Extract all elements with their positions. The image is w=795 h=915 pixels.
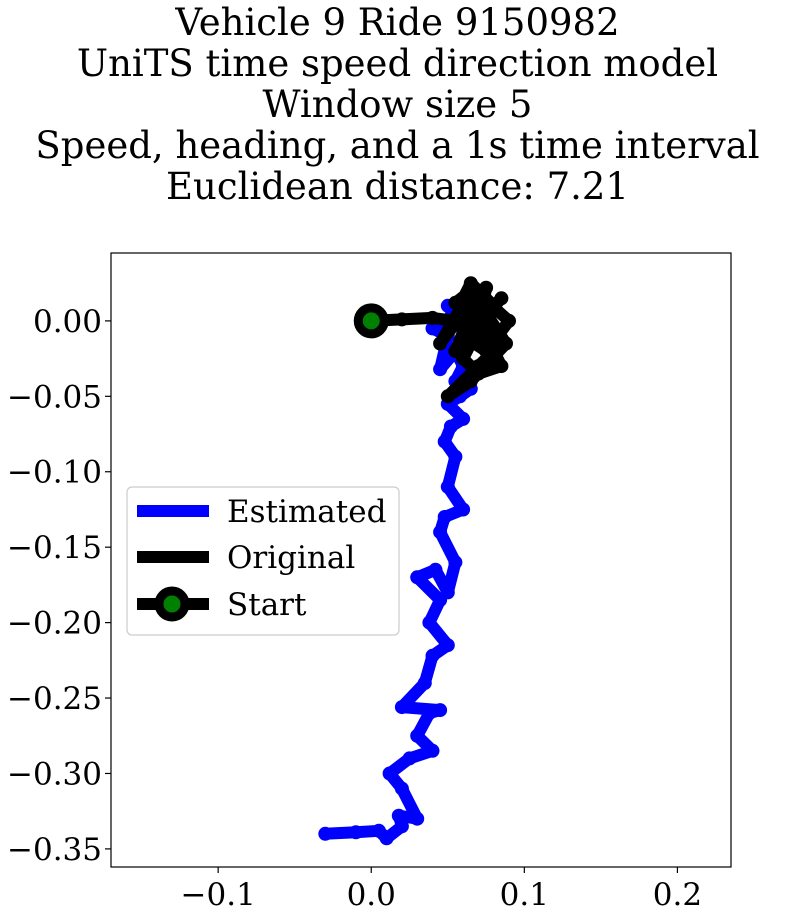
series-point-original bbox=[463, 374, 478, 389]
series-point-estimated bbox=[425, 321, 440, 336]
series-point-estimated bbox=[448, 555, 463, 570]
title-line-5: Euclidean distance: 7.21 bbox=[166, 165, 629, 208]
series-point-estimated bbox=[318, 826, 333, 841]
series-point-estimated bbox=[422, 615, 437, 630]
series-point-estimated bbox=[410, 811, 425, 826]
x-tick-label: 0.0 bbox=[347, 877, 396, 913]
series-point-estimated bbox=[394, 700, 409, 715]
title-line-1: Vehicle 9 Ride 9150982 bbox=[175, 1, 620, 44]
series-point-original bbox=[425, 310, 440, 325]
series-point-estimated bbox=[440, 585, 455, 600]
series-point-original bbox=[433, 336, 448, 351]
series-point-original bbox=[448, 295, 463, 310]
series-point-estimated bbox=[394, 781, 409, 796]
series-point-original bbox=[479, 306, 494, 321]
series-point-original bbox=[456, 306, 471, 321]
series-point-estimated bbox=[425, 648, 440, 663]
x-tick-label: 0.1 bbox=[500, 877, 549, 913]
y-tick-label: −0.25 bbox=[7, 681, 102, 717]
series-point-estimated bbox=[437, 434, 452, 449]
series-point-estimated bbox=[382, 766, 397, 781]
series-point-estimated bbox=[456, 411, 471, 426]
legend-label-estimated: Estimated bbox=[227, 494, 386, 530]
legend-label-original: Original bbox=[227, 540, 355, 576]
chart-title: Vehicle 9 Ride 9150982 UniTS time speed … bbox=[0, 2, 795, 207]
series-point-original bbox=[479, 280, 494, 295]
series-point-original bbox=[463, 283, 478, 298]
series-point-original bbox=[486, 344, 501, 359]
series-point-estimated bbox=[410, 728, 425, 743]
series-point-original bbox=[456, 329, 471, 343]
series-point-estimated bbox=[440, 638, 455, 653]
series-point-estimated bbox=[379, 831, 394, 846]
axes-frame bbox=[110, 252, 732, 868]
series-point-original bbox=[494, 359, 509, 374]
series-point-original bbox=[471, 359, 486, 374]
legend: Estimated Original Start bbox=[126, 486, 400, 636]
series-point-original bbox=[394, 312, 409, 327]
series-point-estimated bbox=[428, 562, 443, 577]
title-line-2: UniTS time speed direction model bbox=[76, 42, 719, 85]
series-point-original bbox=[468, 309, 483, 324]
series-point-original bbox=[494, 291, 509, 306]
series-point-estimated bbox=[437, 510, 452, 524]
x-tick-label: −0.1 bbox=[181, 877, 256, 913]
x-tick-label: 0.2 bbox=[653, 877, 702, 913]
y-tick-label: −0.20 bbox=[7, 606, 102, 642]
series-point-estimated bbox=[440, 479, 455, 494]
y-tick-label: −0.10 bbox=[7, 455, 102, 491]
series-point-estimated bbox=[456, 502, 471, 517]
series-point-estimated bbox=[433, 362, 448, 377]
series-point-original bbox=[502, 313, 516, 328]
series-point-estimated bbox=[422, 706, 437, 721]
series-point-original bbox=[440, 389, 455, 404]
series-point-estimated bbox=[443, 419, 458, 434]
series-point-estimated bbox=[394, 819, 409, 834]
series-point-original bbox=[499, 336, 513, 351]
series-point-estimated bbox=[402, 751, 417, 766]
y-tick-label: −0.35 bbox=[7, 832, 102, 868]
series-point-estimated bbox=[417, 676, 432, 690]
series-point-original bbox=[486, 321, 501, 336]
series-point-estimated bbox=[410, 570, 425, 585]
y-tick-label: −0.05 bbox=[7, 379, 102, 415]
title-line-3: Window size 5 bbox=[262, 83, 533, 126]
legend-label-start: Start bbox=[227, 587, 307, 623]
y-tick-label: 0.00 bbox=[33, 304, 102, 340]
series-point-estimated bbox=[425, 743, 440, 758]
y-tick-label: −0.30 bbox=[7, 756, 102, 792]
legend-swatch-start-marker bbox=[154, 586, 190, 622]
title-line-4: Speed, heading, and a 1s time interval bbox=[35, 124, 760, 167]
series-point-estimated bbox=[391, 808, 406, 823]
y-tick-label: −0.15 bbox=[7, 530, 102, 566]
series-point-estimated bbox=[448, 449, 463, 464]
series-point-estimated bbox=[348, 825, 363, 840]
series-point-original bbox=[471, 326, 486, 340]
start-marker bbox=[353, 303, 389, 339]
series-point-original bbox=[456, 351, 471, 366]
ticks-layer: −0.1 0.0 0.1 0.2 0.00 −0.05 −0.10 −0.15 −0.20 −0.… bbox=[7, 304, 702, 913]
series-point-estimated bbox=[433, 525, 448, 540]
series-point-estimated bbox=[433, 703, 448, 718]
series-layer bbox=[318, 276, 516, 846]
